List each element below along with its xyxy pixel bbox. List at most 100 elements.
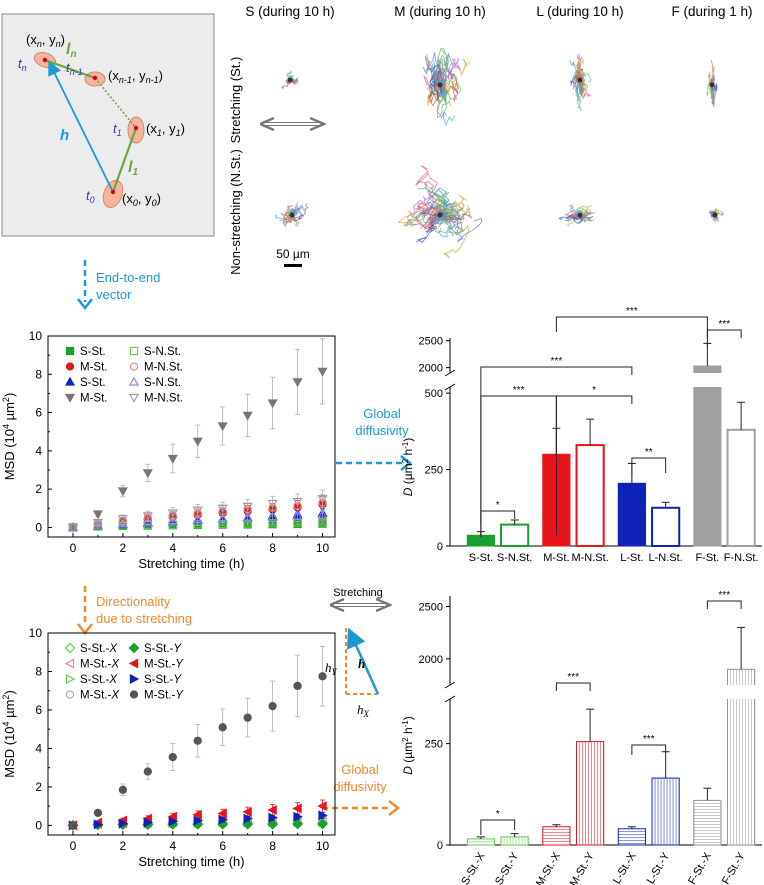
plot-frame <box>47 335 336 538</box>
bar-group <box>576 708 605 846</box>
significance-label: * <box>496 500 500 511</box>
trajectory-track <box>439 79 456 126</box>
bar <box>500 836 529 846</box>
data-point <box>292 497 303 507</box>
svg-text:due to stretching: due to stretching <box>96 611 192 626</box>
data-point <box>65 690 75 699</box>
significance-label: * <box>592 385 596 396</box>
x-tick-label: F-St.-X <box>686 850 714 885</box>
data-point <box>65 346 75 356</box>
data-point <box>292 510 303 520</box>
x-axis-label: Stretching time (h) <box>138 556 244 571</box>
bar-group <box>575 418 605 548</box>
data-point <box>192 506 203 516</box>
x-tick-label: S-N.St. <box>497 552 532 564</box>
bar <box>651 506 681 547</box>
axis-break <box>444 383 456 391</box>
data-point <box>93 819 104 830</box>
x-tick-label: F-St. <box>695 552 719 564</box>
segment-l1 <box>111 127 138 193</box>
data-point <box>193 815 204 826</box>
data-point <box>242 502 253 512</box>
significance-label: *** <box>643 734 655 745</box>
trajectory-track <box>423 55 441 89</box>
significance-label: *** <box>718 319 730 330</box>
data-point <box>67 523 79 533</box>
data-point <box>242 512 253 522</box>
data-point <box>128 642 140 654</box>
significance-label: ** <box>645 447 653 458</box>
svg-text:Global: Global <box>363 406 401 421</box>
data-point <box>128 658 139 669</box>
data-point <box>167 454 178 464</box>
svg-text:t1: t1 <box>113 121 122 138</box>
trajectory-track <box>397 201 441 228</box>
trajectory-plot <box>422 47 471 126</box>
svg-text:(xn, yn): (xn, yn) <box>26 32 65 49</box>
legend-label: S-St.-Y <box>144 643 182 655</box>
trajectory-track <box>439 207 464 230</box>
legend-label: M-N.St. <box>144 393 183 405</box>
svg-text:t0: t0 <box>86 188 95 205</box>
data-point <box>143 817 154 828</box>
data-point <box>292 803 302 814</box>
trajectory-plot <box>274 202 309 227</box>
data-point <box>128 376 140 386</box>
data-point <box>142 512 153 522</box>
segment-dotted <box>94 77 137 129</box>
x-axis-label: Stretching time (h) <box>138 854 244 869</box>
data-point <box>317 801 327 812</box>
data-point <box>267 511 278 521</box>
trajectory-track <box>575 61 582 80</box>
legend-label: M-N.St. <box>144 362 183 374</box>
trajectory-track <box>439 200 473 222</box>
data-point <box>118 818 129 829</box>
significance-bracket <box>706 329 742 338</box>
data-point <box>293 811 303 822</box>
significance-bracket <box>555 316 708 347</box>
axis-break <box>444 681 456 689</box>
x-tick-label: 2 <box>120 541 127 555</box>
trajectory-panel: S (during 10 h) M (during 10 h) L (durin… <box>228 4 753 275</box>
y-tick-label: 4 <box>35 741 42 755</box>
legend-label: M-St. <box>80 362 107 374</box>
trajectory-track <box>438 70 459 95</box>
svg-text:h: h <box>60 127 69 144</box>
trajectory-track <box>289 76 299 84</box>
row-title-st: Stretching (St.) <box>228 57 243 144</box>
y-axis-label: MSD (104 µm2) <box>1 690 17 778</box>
legend: S-St. M-St. S-St. M-St. S-N.St. M-N.St. S-N.St… <box>64 346 183 405</box>
x-tick-label: F-St.-Y <box>720 850 748 885</box>
y-tick-label: 6 <box>35 703 42 717</box>
bar <box>726 428 756 547</box>
significance-bracket <box>555 682 591 691</box>
x-tick-label: L-St. <box>620 552 643 564</box>
legend-label: M-St.-Y <box>144 690 184 702</box>
bar <box>500 523 530 547</box>
y-tick-label: 4 <box>35 444 42 458</box>
scalebar-label: 50 µm <box>276 247 310 261</box>
significance-bracket <box>631 457 667 478</box>
data-point <box>267 499 278 509</box>
x-tick-label: M-N.St. <box>571 552 608 564</box>
vector-h-decomposed <box>347 627 380 695</box>
bar <box>617 482 646 547</box>
data-point <box>117 487 128 497</box>
diffusivity-bar-chart-top: 0 250 500 2000 2500 D (µm2 h-1) S-St. S-N.St. M-… <box>401 306 762 564</box>
x-tick-label: 6 <box>219 541 226 555</box>
svg-text:Stretching: Stretching <box>333 587 383 599</box>
data-point <box>267 399 278 409</box>
legend-label: M-St.-X <box>80 659 120 671</box>
data-point <box>118 785 128 794</box>
x-tick-label: 4 <box>169 839 176 853</box>
data-point <box>317 367 328 377</box>
trajectory-track <box>711 66 716 86</box>
x-tick-label: 0 <box>70 839 77 853</box>
x-tick-label: 4 <box>169 541 176 555</box>
trajectory-track <box>439 214 470 259</box>
legend-label: S-St.-X <box>80 674 118 686</box>
x-tick-label: 8 <box>269 541 276 555</box>
trajectory-track <box>291 212 304 222</box>
bar <box>576 741 605 846</box>
